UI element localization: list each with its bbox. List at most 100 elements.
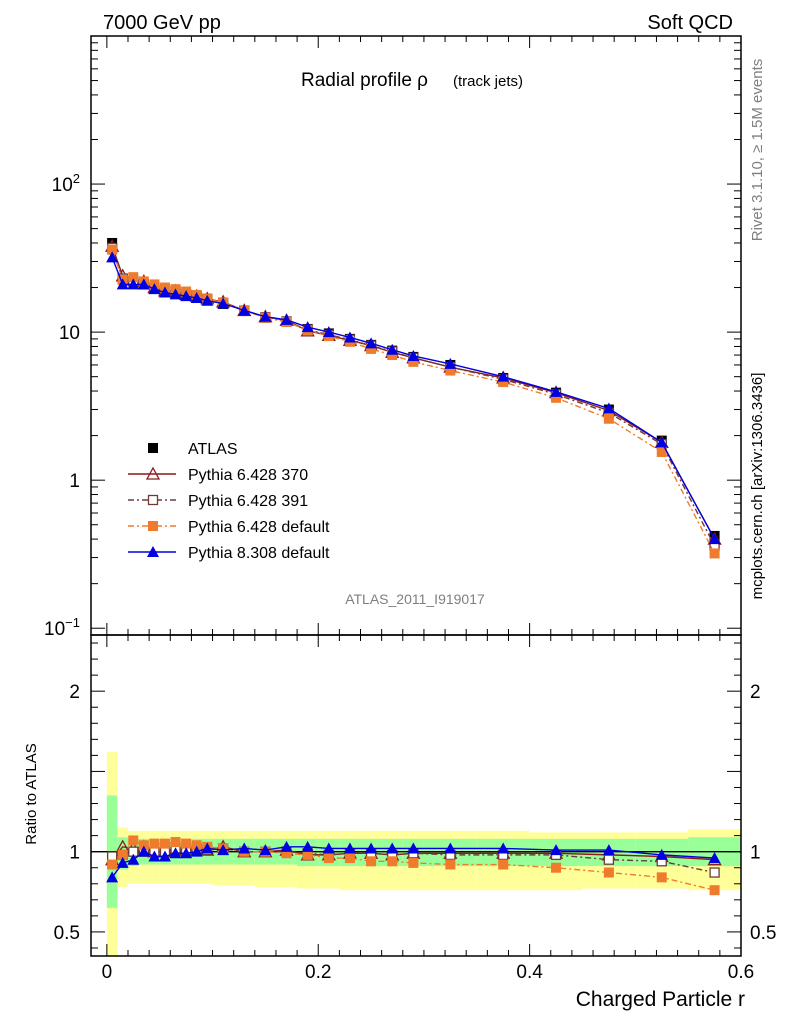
ratio-data-point: [301, 840, 314, 852]
y-tick-label: 102: [52, 171, 80, 196]
analysis-label: ATLAS_2011_I919017: [345, 591, 485, 607]
data-point: [445, 365, 456, 376]
legend-label: Pythia 8.308 default: [188, 545, 330, 562]
ratio-data-point: [169, 847, 182, 859]
legend-label: Pythia 6.428 391: [188, 493, 308, 510]
data-point: [365, 337, 378, 349]
ratio-y-tick-label: 2: [69, 682, 80, 703]
y-tick-label: 10: [59, 323, 80, 344]
ratio-data-point: [386, 842, 399, 854]
data-point: [217, 297, 230, 309]
header-right-label: Soft QCD: [647, 12, 733, 34]
ratio-data-point: [708, 852, 721, 864]
data-point: [386, 343, 399, 355]
ratio-data-point: [180, 847, 193, 859]
ratio-data-point: [551, 862, 562, 873]
ratio-data-point: [602, 844, 615, 856]
ratio-data-point: [128, 835, 139, 846]
series-line: [111, 249, 716, 554]
ratio-y-tick-label: 0.5: [54, 923, 80, 944]
ratio-data-point: [116, 856, 129, 868]
data-point: [408, 356, 419, 367]
ratio-data-point: [709, 885, 720, 896]
ratio-data-point: [709, 867, 720, 878]
ratio-data-point: [259, 844, 272, 856]
ratio-data-point: [190, 845, 203, 857]
x-tick-label: 0.2: [305, 962, 331, 983]
ratio-data-point: [137, 845, 150, 857]
data-point: [550, 385, 563, 397]
data-point: [128, 272, 139, 283]
series-3: [107, 244, 720, 559]
x-tick-label: 0.6: [728, 962, 754, 983]
ratio-y-tick-label-right: 0.5: [750, 923, 776, 944]
y-tick-label: 10−1: [44, 615, 80, 640]
data-point: [201, 294, 214, 306]
data-point: [497, 370, 510, 382]
data-point: [158, 286, 171, 298]
data-point: [238, 304, 251, 316]
data-point: [366, 343, 377, 354]
ratio-data-point: [149, 838, 160, 849]
ratio-data-point: [148, 850, 161, 862]
legend-entry: Pythia 6.428 370: [128, 466, 308, 484]
legend-label: Pythia 6.428 370: [188, 467, 308, 484]
ratio-plot-series: [105, 835, 722, 896]
ratio-data-point: [497, 842, 510, 854]
data-point: [656, 446, 667, 457]
ratio-data-point: [281, 848, 292, 859]
data-point: [301, 321, 314, 333]
legend-label: Pythia 6.428 default: [188, 519, 330, 536]
data-point: [169, 288, 182, 300]
ratio-y-tick-label-right: 1: [750, 843, 761, 864]
data-point: [190, 291, 203, 303]
ratio-data-point: [603, 867, 614, 878]
legend-label: ATLAS: [188, 441, 238, 458]
data-point: [107, 244, 118, 255]
legend-entry: Pythia 6.428 default: [128, 519, 330, 536]
ratio-data-point: [280, 840, 293, 852]
ratio-data-point: [127, 853, 140, 865]
data-point: [116, 278, 129, 290]
data-point: [387, 350, 398, 361]
legend-entry: ATLAS: [148, 441, 238, 458]
ratio-data-point: [181, 838, 192, 849]
legend-marker: [148, 521, 158, 531]
y-tick-exponent: −1: [65, 615, 80, 630]
y-tick-exponent: 2: [73, 171, 80, 186]
ratio-data-point: [344, 853, 355, 864]
y-tick-label: 1: [69, 471, 80, 492]
legend-entry: Pythia 8.308 default: [128, 545, 330, 562]
ratio-data-point: [117, 849, 128, 860]
legend-entry: Pythia 6.428 391: [128, 493, 308, 510]
ratio-data-point: [217, 844, 230, 856]
ratio-data-point: [106, 871, 119, 883]
main-title-sub: (track jets): [453, 73, 523, 90]
data-point: [602, 402, 615, 414]
ratio-data-point: [603, 854, 615, 865]
ratio-data-point: [138, 840, 149, 851]
data-point: [148, 283, 161, 295]
ratio-data-point: [191, 840, 202, 851]
ratio-data-point: [365, 842, 378, 854]
data-point: [137, 278, 150, 290]
ratio-plot-frame: [90, 634, 742, 957]
legend: ATLAS Pythia 6.428 370 Pythia 6.428 391 Pyt…: [128, 441, 330, 562]
data-point: [444, 357, 457, 369]
ratio-data-point: [159, 838, 170, 849]
main-plot-series: [105, 237, 722, 559]
ratio-data-point: [445, 859, 456, 870]
ratio-y-axis-label: Ratio to ATLAS: [23, 743, 40, 844]
ratio-data-point: [498, 859, 509, 870]
rivet-version-label: Rivet 3.1.10, ≥ 1.5M events: [749, 59, 766, 242]
data-point: [709, 548, 720, 559]
data-point: [259, 310, 272, 322]
ratio-data-point: [343, 842, 356, 854]
data-point: [180, 290, 193, 302]
ratio-data-point: [656, 872, 667, 883]
x-axis-label: Charged Particle r: [576, 988, 745, 1011]
ratio-y-tick-label: 1: [69, 843, 80, 864]
ratio-data-point: [407, 842, 420, 854]
ratio-data-point: [655, 848, 668, 860]
ratio-y-tick-label-right: 2: [750, 682, 761, 703]
